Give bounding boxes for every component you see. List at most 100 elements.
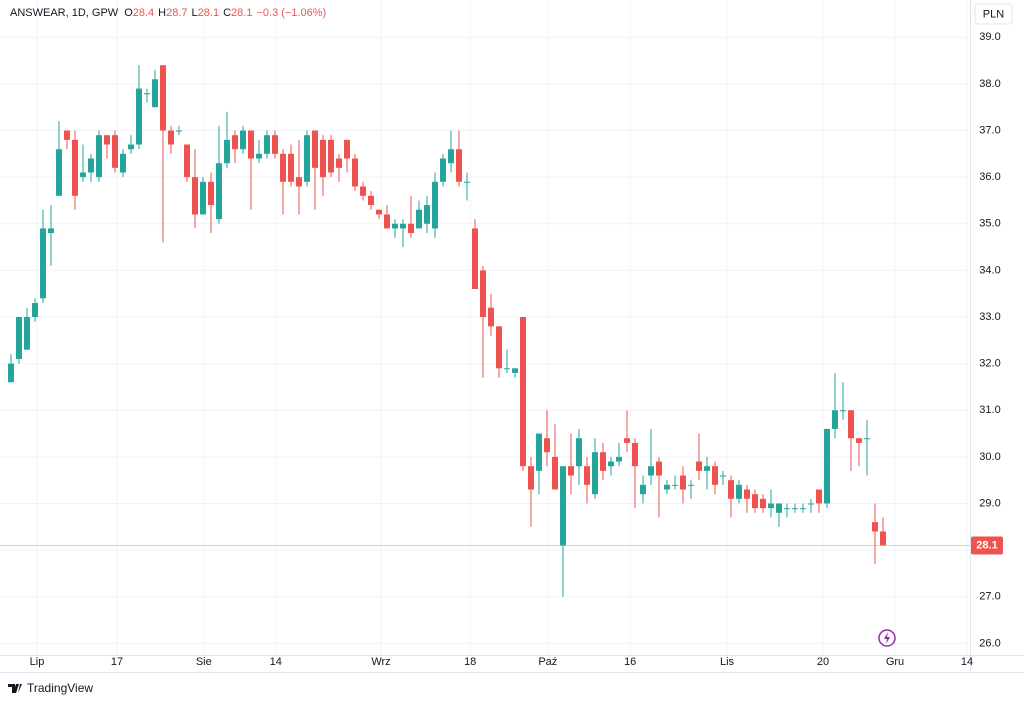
candle-body: [752, 494, 758, 509]
candle-body: [232, 135, 238, 150]
candle-body: [808, 503, 814, 505]
candle-body: [512, 368, 518, 373]
candle-body: [344, 139, 350, 159]
candle-body: [296, 177, 302, 187]
candle-body: [624, 438, 630, 443]
candle-body: [360, 186, 366, 196]
ohlc-value: 28.7: [166, 7, 187, 19]
candle-body: [440, 158, 446, 182]
y-tick-label: 39.0: [979, 31, 1000, 43]
ohlc-label: L: [192, 7, 198, 19]
candle-body: [712, 466, 718, 485]
candle-body: [528, 466, 534, 490]
y-tick-label: 31.0: [979, 404, 1000, 416]
candle-body: [352, 158, 358, 187]
candle-body: [480, 270, 486, 318]
candle-body: [832, 410, 838, 429]
candle-body: [848, 410, 854, 439]
candle-body: [80, 172, 86, 178]
x-tick-label: Paź: [538, 656, 557, 668]
candle-body: [816, 489, 822, 504]
candle-body: [280, 153, 286, 182]
candle-body: [616, 456, 622, 462]
candle-body: [520, 317, 526, 467]
candle-body: [104, 135, 110, 145]
candle-body: [840, 410, 846, 412]
candle-body: [56, 149, 62, 196]
candle-body: [472, 228, 478, 290]
candle-body: [504, 368, 510, 370]
y-tick-label: 36.0: [979, 171, 1000, 183]
candle-body: [656, 461, 662, 476]
x-tick-label: 20: [817, 656, 829, 668]
candle-body: [312, 130, 318, 168]
candle-body: [176, 130, 182, 132]
y-tick-label: 33.0: [979, 311, 1000, 323]
candle-body: [24, 317, 30, 350]
candle-body: [728, 480, 734, 499]
candle-body: [336, 158, 342, 168]
candle-body: [784, 508, 790, 510]
candle-body: [88, 158, 94, 173]
y-tick-label: 32.0: [979, 358, 1000, 370]
candle-body: [880, 531, 886, 546]
ohlc-legend: O 28.4 H 28.7 L 28.1 C 28.1 −0.3 (−1.06%): [124, 7, 326, 19]
candle-body: [272, 135, 278, 154]
candle-body: [488, 307, 494, 327]
candle-body: [120, 153, 126, 173]
candle-body: [264, 135, 270, 154]
y-tick-label: 35.0: [979, 218, 1000, 230]
candle-body: [112, 135, 118, 168]
candle-body: [432, 181, 438, 229]
ohlc-label: H: [158, 7, 166, 19]
candle-body: [416, 209, 422, 229]
candle-body: [576, 438, 582, 467]
y-tick-label: 30.0: [979, 451, 1000, 463]
candle-body: [552, 456, 558, 490]
candle-body: [592, 452, 598, 495]
candle-body: [600, 452, 606, 471]
candle-body: [776, 503, 782, 513]
candle-body: [648, 466, 654, 476]
candle-body: [448, 149, 454, 164]
candle-body: [32, 303, 38, 318]
y-tick-label: 26.0: [979, 637, 1000, 649]
ohlc-value: 28.1: [198, 7, 219, 19]
y-tick-label: 38.0: [979, 78, 1000, 90]
candle-body: [824, 428, 830, 504]
candle-body: [72, 139, 78, 196]
candle-body: [152, 79, 158, 108]
candle-body: [704, 466, 710, 471]
candle-body: [456, 149, 462, 182]
symbol: ANSWEAR, 1D, GPW: [10, 7, 119, 19]
candle-body: [856, 438, 862, 443]
candle-body: [768, 503, 774, 509]
currency: PLN: [983, 8, 1004, 20]
candle-body: [400, 223, 406, 229]
candle-body: [464, 181, 470, 183]
candle-body: [744, 489, 750, 499]
candle-body: [184, 144, 190, 178]
candle-body: [200, 181, 206, 215]
logo-icon: [8, 684, 22, 693]
candle-body: [288, 153, 294, 182]
candle-body: [376, 209, 382, 215]
x-tick-label: Sie: [196, 656, 212, 668]
last-price-label: 28.1: [976, 539, 997, 551]
candle-body: [392, 223, 398, 229]
candle-body: [872, 522, 878, 532]
candle-body: [536, 433, 542, 471]
candle-body: [96, 135, 102, 178]
candle-body: [16, 317, 22, 359]
x-tick-label: Lip: [30, 656, 45, 668]
x-tick-label: 16: [624, 656, 636, 668]
lightning-icon: [878, 629, 896, 647]
candle-body: [256, 153, 262, 159]
currency-button[interactable]: [974, 3, 1013, 25]
y-tick-label: 27.0: [979, 591, 1000, 603]
x-tick-label: 18: [464, 656, 476, 668]
candle-body: [136, 88, 142, 145]
candle-body: [408, 223, 414, 234]
candle-body: [160, 65, 166, 131]
